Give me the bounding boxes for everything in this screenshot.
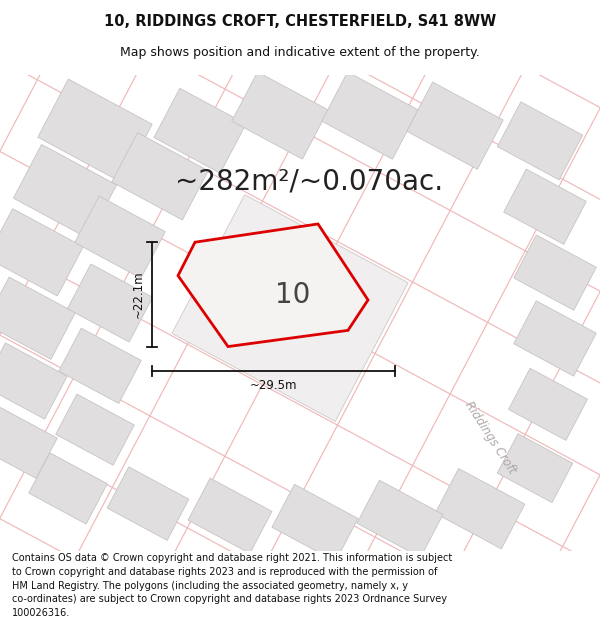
Text: ~22.1m: ~22.1m: [131, 271, 145, 318]
Text: Contains OS data © Crown copyright and database right 2021. This information is : Contains OS data © Crown copyright and d…: [12, 553, 452, 618]
Polygon shape: [56, 394, 134, 465]
Polygon shape: [272, 484, 358, 561]
Text: ~29.5m: ~29.5m: [250, 379, 297, 392]
Polygon shape: [59, 328, 141, 404]
Polygon shape: [112, 132, 208, 220]
Polygon shape: [514, 301, 596, 376]
Polygon shape: [0, 209, 83, 296]
Polygon shape: [74, 196, 166, 278]
Polygon shape: [172, 195, 408, 421]
Polygon shape: [38, 79, 152, 182]
Polygon shape: [497, 434, 572, 502]
Polygon shape: [178, 224, 368, 347]
Polygon shape: [509, 368, 587, 441]
Polygon shape: [0, 408, 57, 478]
Polygon shape: [435, 469, 525, 549]
Polygon shape: [107, 467, 189, 541]
Polygon shape: [514, 235, 596, 310]
Polygon shape: [322, 72, 418, 159]
Polygon shape: [67, 264, 152, 342]
Polygon shape: [13, 144, 116, 239]
Polygon shape: [504, 169, 586, 244]
Polygon shape: [497, 102, 583, 180]
Polygon shape: [154, 88, 246, 173]
Polygon shape: [232, 72, 328, 159]
Text: 10: 10: [275, 281, 310, 309]
Polygon shape: [0, 343, 67, 419]
Polygon shape: [0, 277, 76, 359]
Polygon shape: [357, 480, 443, 558]
Polygon shape: [29, 453, 107, 524]
Text: Riddings Croft: Riddings Croft: [462, 399, 518, 476]
Text: Map shows position and indicative extent of the property.: Map shows position and indicative extent…: [120, 46, 480, 59]
Polygon shape: [407, 82, 503, 169]
Text: ~282m²/~0.070ac.: ~282m²/~0.070ac.: [175, 168, 443, 196]
Text: 10, RIDDINGS CROFT, CHESTERFIELD, S41 8WW: 10, RIDDINGS CROFT, CHESTERFIELD, S41 8W…: [104, 14, 496, 29]
Polygon shape: [188, 478, 272, 554]
